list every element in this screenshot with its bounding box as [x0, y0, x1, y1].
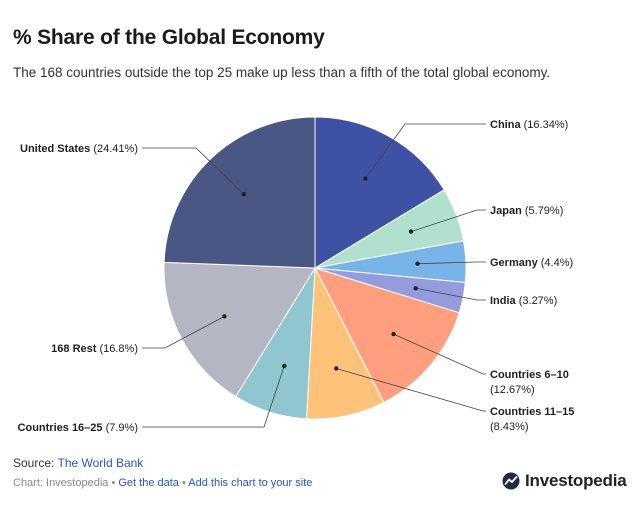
investopedia-logo[interactable]: Investopedia	[502, 470, 627, 492]
chart-title: % Share of the Global Economy	[13, 26, 325, 49]
source-line: Source: The World Bank	[13, 456, 143, 470]
leader-line-countries-11-15	[336, 368, 486, 412]
leader-line-countries-16-25	[142, 365, 285, 428]
source-prefix: Source:	[13, 456, 58, 470]
leader-line-germany	[417, 261, 486, 265]
slice-label-china: China (16.34%)	[490, 119, 568, 131]
credit-line: Chart: Investopedia • Get the data • Add…	[13, 477, 312, 489]
leader-line-countries-6-10	[393, 333, 486, 375]
add-chart-link[interactable]: Add this chart to your site	[188, 477, 313, 489]
leader-dot-countries-11-15	[334, 366, 339, 371]
separator: •	[178, 477, 189, 489]
leader-dot-countries-6-10	[391, 331, 396, 337]
leader-dot-germany	[415, 261, 420, 266]
leader-dot-united-states	[241, 191, 246, 197]
separator: •	[108, 477, 119, 489]
credit-text: Chart: Investopedia	[13, 477, 109, 489]
pie-slice-united-states[interactable]	[163, 116, 316, 269]
source-link[interactable]: The World Bank	[57, 456, 144, 470]
leader-line-168-rest	[142, 316, 225, 349]
leader-dot-india	[413, 286, 418, 291]
leader-line-china	[365, 123, 486, 179]
slice-label-countries-16-25: Countries 16–25 (7.9%)	[18, 422, 138, 434]
leader-line-united-states	[142, 147, 245, 195]
slice-label-india: India (3.27%)	[490, 295, 557, 307]
investopedia-logo-icon	[502, 472, 520, 490]
leader-dot-countries-16-25	[282, 363, 287, 369]
slice-label-united-states: United States (24.41%)	[20, 143, 138, 155]
pie-slice-china[interactable]	[314, 116, 445, 269]
slice-label-germany: Germany (4.4%)	[490, 257, 573, 269]
leader-line-india	[415, 287, 486, 301]
pie-chart: China (16.34%) Japan (5.79%) Germany (4.4%…	[18, 116, 574, 434]
leader-dot-japan	[408, 229, 414, 234]
get-data-link[interactable]: Get the data	[118, 477, 179, 489]
slice-label-countries-11-15: Countries 11–15 (8.43%)	[490, 406, 574, 433]
brand-name: Investopedia	[525, 471, 627, 490]
leader-dot-china	[363, 176, 368, 181]
slice-label-japan: Japan (5.79%)	[490, 205, 563, 217]
chart-subtitle: The 168 countries outside the top 25 mak…	[13, 65, 551, 80]
slice-label-countries-6-10: Countries 6–10 (12.67%)	[490, 369, 569, 396]
pie-slice-countries-6-10[interactable]	[314, 267, 460, 404]
leader-line-japan	[410, 209, 486, 232]
leader-dot-168-rest	[222, 314, 227, 319]
slice-label-168-rest: 168 Rest (16.8%)	[51, 343, 138, 355]
